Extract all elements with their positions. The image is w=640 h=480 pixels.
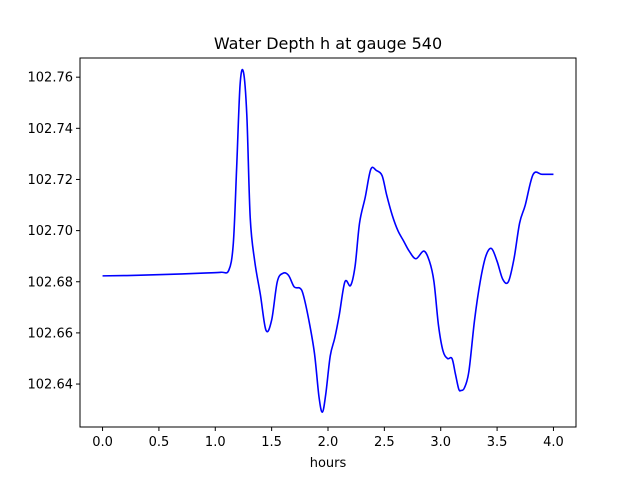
- x-tick-label: 1.0: [205, 435, 226, 450]
- x-axis: 0.0 0.5 1.0 1.5 2.0 2.5 3.0 3.5 4.0: [92, 427, 564, 450]
- chart-title: Water Depth h at gauge 540: [214, 34, 442, 53]
- x-tick-label: 3.0: [430, 435, 451, 450]
- y-tick-label: 102.76: [28, 71, 74, 86]
- x-tick-label: 0.5: [149, 435, 170, 450]
- y-tick-label: 102.66: [28, 326, 74, 341]
- y-tick-label: 102.74: [28, 122, 74, 137]
- y-tick-label: 102.64: [28, 378, 74, 393]
- y-tick-label: 102.72: [28, 173, 74, 188]
- y-tick-label: 102.70: [28, 224, 74, 239]
- y-axis: 102.64 102.66 102.68 102.70 102.72 102.74 102.…: [28, 71, 80, 393]
- water-depth-series-line: [102, 68, 554, 413]
- x-tick-label: 3.5: [487, 435, 508, 450]
- x-tick-label: 2.5: [374, 435, 395, 450]
- x-tick-label: 2.0: [318, 435, 339, 450]
- x-tick-label: 1.5: [261, 435, 282, 450]
- y-tick-label: 102.68: [28, 275, 74, 290]
- x-tick-label: 4.0: [543, 435, 564, 450]
- x-axis-label: hours: [310, 456, 347, 471]
- x-tick-label: 0.0: [92, 435, 113, 450]
